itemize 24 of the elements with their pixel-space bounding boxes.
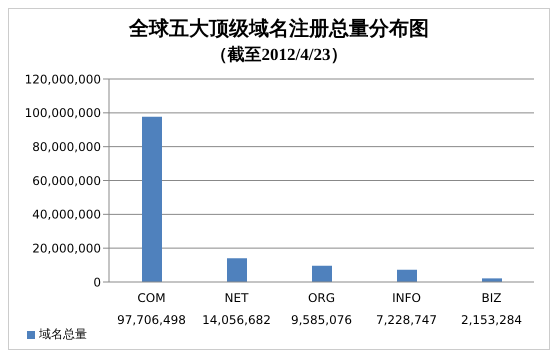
y-tick-label: 80,000,000 [32, 140, 101, 154]
bar [227, 258, 247, 282]
x-tick-label: INFO [392, 291, 421, 305]
x-tick-label: COM [137, 291, 166, 305]
y-tick-label: 120,000,000 [24, 72, 101, 86]
y-tick-label: 40,000,000 [32, 208, 101, 222]
data-label: 14,056,682 [202, 313, 271, 327]
bar [142, 116, 162, 282]
chart-subtitle: （截至2012/4/23） [210, 44, 348, 66]
data-label: 9,585,076 [290, 313, 352, 327]
data-label: 97,706,498 [117, 313, 186, 327]
x-tick-label: NET [224, 291, 250, 305]
x-tick-label: BIZ [482, 291, 502, 305]
y-tick-label: 20,000,000 [32, 241, 101, 256]
y-tick-label: 0 [93, 275, 101, 290]
data-label: 2,153,284 [460, 313, 522, 327]
bar [312, 266, 332, 282]
data-label: 7,228,747 [376, 313, 438, 327]
bar [397, 270, 417, 282]
chart-title: 全球五大顶级域名注册总量分布图 [128, 16, 430, 42]
y-tick-label: 100,000,000 [24, 106, 101, 120]
legend-label: 域名总量 [38, 326, 87, 343]
x-tick-label: ORG [308, 291, 336, 305]
y-tick-label: 60,000,000 [32, 174, 101, 188]
